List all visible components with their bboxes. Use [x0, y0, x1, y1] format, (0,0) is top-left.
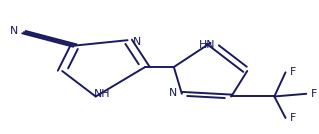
Text: F: F [290, 113, 297, 123]
Text: N: N [169, 88, 177, 98]
Text: F: F [311, 89, 317, 99]
Text: N: N [132, 37, 141, 46]
Text: HN: HN [199, 40, 216, 50]
Text: NH: NH [94, 90, 110, 99]
Text: F: F [290, 67, 297, 77]
Text: N: N [10, 27, 19, 36]
